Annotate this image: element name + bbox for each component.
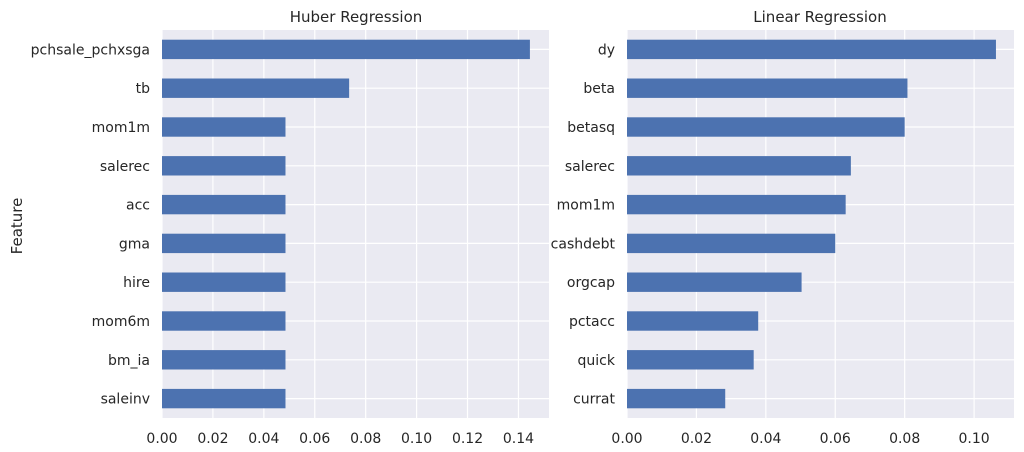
bar-betasq <box>627 117 905 137</box>
x-tick-label: 0.00 <box>611 431 642 447</box>
y-tick-label: hire <box>123 275 150 291</box>
bar-tb <box>162 78 350 98</box>
y-tick-label: acc <box>126 198 150 214</box>
chart-title-linear: Linear Regression <box>753 8 886 26</box>
y-tick-label: pctacc <box>569 314 615 330</box>
chart-title-huber: Huber Regression <box>290 8 423 26</box>
y-tick-label: mom1m <box>92 120 150 136</box>
y-tick-label: dy <box>598 42 615 58</box>
y-tick-label: bm_ia <box>108 353 150 369</box>
y-tick-label: currat <box>573 392 615 408</box>
bar-orgcap <box>627 272 802 292</box>
x-tick-label: 0.08 <box>350 431 381 447</box>
x-tick-label: 0.02 <box>681 431 712 447</box>
x-tick-label: 0.02 <box>197 431 228 447</box>
x-tick-label: 0.12 <box>452 431 483 447</box>
x-tick-label: 0.14 <box>503 431 534 447</box>
chart-panel-linear: 0.00 0.02 0.04 0.06 0.08 0.10 dy beta betasq sale… <box>551 8 1014 447</box>
y-tick-label: beta <box>583 81 615 97</box>
y-axis-label: Feature <box>8 198 26 255</box>
y-tick-label: salerec <box>565 159 615 175</box>
bar-gma <box>162 233 286 254</box>
x-tick-label: 0.06 <box>820 431 851 447</box>
y-tick-label: saleinv <box>101 392 150 408</box>
y-tick-label: quick <box>578 353 616 369</box>
bar-acc <box>162 194 286 215</box>
y-tick-label: mom1m <box>557 198 615 214</box>
bar-mom6m <box>162 311 286 331</box>
y-tick-label: pchsale_pchxsga <box>31 42 150 58</box>
x-tick-label: 0.10 <box>401 431 432 447</box>
bar-hire <box>162 272 286 292</box>
y-tick-label: gma <box>119 236 150 252</box>
x-tick-label: 0.00 <box>146 431 177 447</box>
bar-mom1m <box>162 117 286 137</box>
y-tick-label: cashdebt <box>551 236 616 252</box>
y-tick-label: betasq <box>567 120 615 136</box>
chart-panel-huber: 0.00 0.02 0.04 0.06 0.08 0.10 0.12 0.14 pchsale_… <box>31 8 549 447</box>
x-tick-label: 0.10 <box>958 431 989 447</box>
x-tick-label: 0.06 <box>299 431 330 447</box>
bar-beta <box>627 78 908 98</box>
bar-mom1m <box>627 194 846 215</box>
y-tick-label: salerec <box>100 159 150 175</box>
bar-saleinv <box>162 388 286 409</box>
y-tick-label: tb <box>136 81 150 97</box>
bar-currat <box>627 388 726 409</box>
bar-salerec <box>627 156 851 176</box>
bar-pchsale_pchxsga <box>162 39 530 60</box>
x-tick-label: 0.08 <box>889 431 920 447</box>
x-tick-label: 0.04 <box>248 431 279 447</box>
bar-salerec <box>162 156 286 176</box>
y-tick-label: mom6m <box>92 314 150 330</box>
y-tick-label: orgcap <box>567 275 615 291</box>
bar-bm_ia <box>162 350 286 370</box>
bar-dy <box>627 39 996 60</box>
bar-quick <box>627 350 754 370</box>
bar-pctacc <box>627 311 759 331</box>
x-tick-label: 0.04 <box>750 431 781 447</box>
bar-cashdebt <box>627 233 836 254</box>
